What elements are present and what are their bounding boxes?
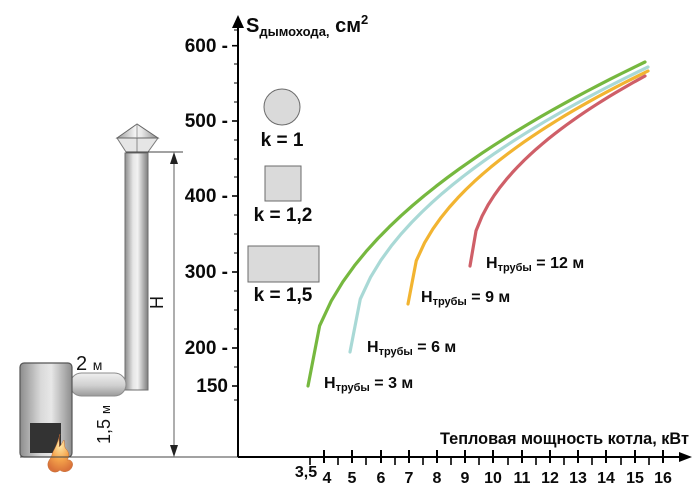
svg-text:5: 5 [348, 470, 357, 487]
svg-text:7: 7 [405, 470, 414, 487]
svg-text:1,5 м: 1,5 м [94, 405, 114, 444]
svg-text:3,5: 3,5 [295, 464, 317, 481]
svg-text:11: 11 [514, 470, 531, 487]
svg-text:400 -: 400 - [185, 186, 228, 207]
svg-text:Hтрубы = 6 м: Hтрубы = 6 м [367, 339, 456, 358]
svg-text:k = 1: k = 1 [261, 130, 304, 151]
svg-text:6: 6 [377, 470, 386, 487]
svg-text:Тепловая мощность котла, кВт: Тепловая мощность котла, кВт [440, 430, 689, 448]
svg-text:2 м: 2 м [76, 353, 102, 375]
svg-text:16: 16 [654, 470, 672, 487]
svg-text:Sдымохода, см2: Sдымохода, см2 [246, 12, 368, 39]
svg-text:4: 4 [323, 470, 332, 487]
svg-text:8: 8 [433, 470, 442, 487]
svg-text:H: H [147, 296, 167, 309]
svg-text:150: 150 [196, 376, 228, 397]
svg-text:600 -: 600 - [185, 36, 228, 57]
svg-text:Hтрубы = 3 м: Hтрубы = 3 м [324, 375, 413, 394]
svg-text:k = 1,2: k = 1,2 [254, 205, 313, 226]
svg-text:500 -: 500 - [185, 111, 228, 132]
svg-text:300 -: 300 - [185, 262, 228, 283]
svg-text:k = 1,5: k = 1,5 [254, 285, 313, 306]
svg-text:200 -: 200 - [185, 338, 228, 359]
svg-text:9: 9 [461, 470, 470, 487]
svg-text:15: 15 [626, 470, 644, 487]
svg-text:Hтрубы = 12 м: Hтрубы = 12 м [486, 255, 584, 274]
svg-text:13: 13 [569, 470, 587, 487]
svg-text:14: 14 [597, 470, 615, 487]
svg-text:10: 10 [484, 470, 502, 487]
svg-text:12: 12 [541, 470, 559, 487]
svg-text:Hтрубы = 9 м: Hтрубы = 9 м [421, 289, 510, 308]
